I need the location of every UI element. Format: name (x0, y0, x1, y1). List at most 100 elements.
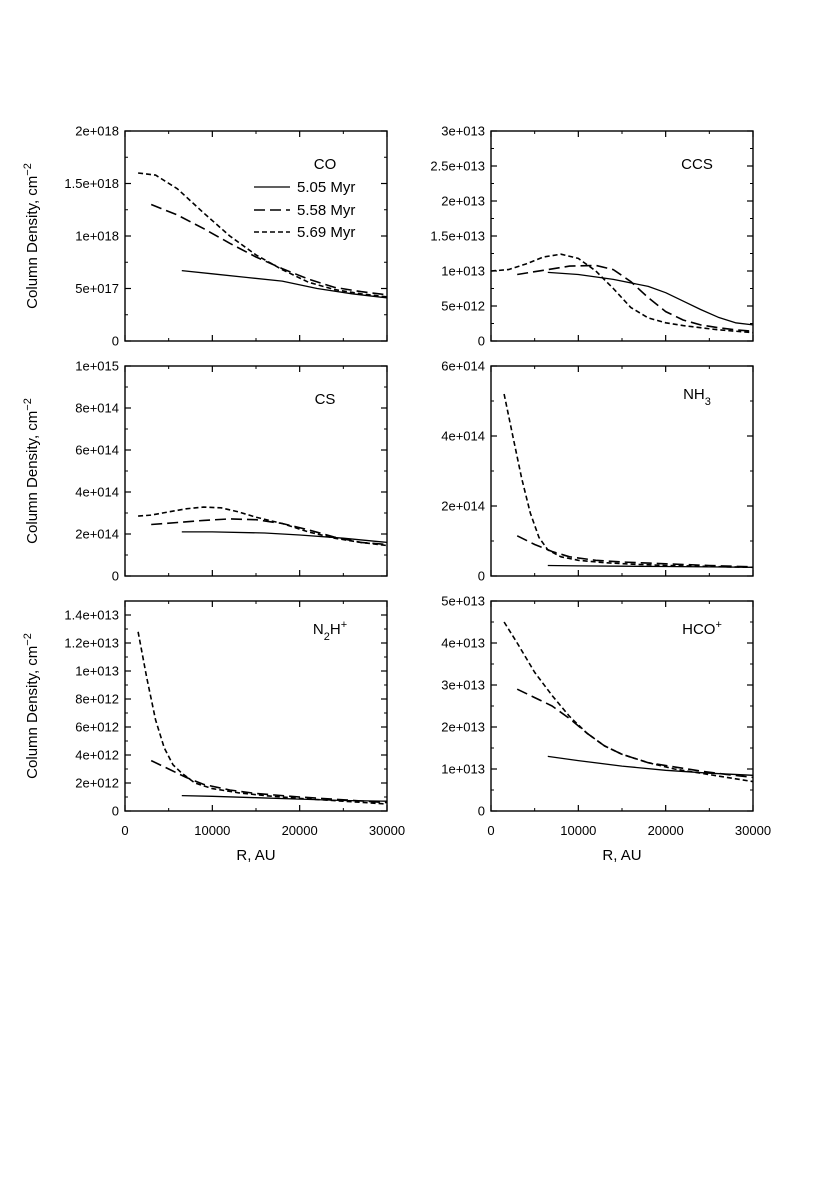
y-tick-label: 2e+018 (75, 124, 119, 139)
y-tick-label: 5e+017 (75, 281, 119, 296)
panel-title: CCS (681, 156, 713, 173)
y-tick-label: 2e+014 (75, 527, 119, 542)
panel-cs: 0 2e+014 4e+014 6e+014 8e+014 1e+015 CS (75, 359, 388, 584)
plot-frame (124, 365, 388, 577)
y-tick-label: 1.5e+013 (430, 229, 485, 244)
panel-title-part: H (330, 621, 341, 638)
series-line-5-05-myr (547, 755, 754, 776)
series-line-5-69-myr (138, 506, 388, 547)
y-axis-label-text: Column Density, cm (24, 646, 41, 779)
x-tick-label: 0 (487, 823, 494, 838)
y-axis-label-exponent: −2 (22, 398, 34, 411)
panel-title-part: CO (314, 156, 337, 173)
y-axis-label-text: Column Density, cm (24, 176, 41, 309)
x-tick-label: 10000 (194, 823, 230, 838)
plot-frame (490, 365, 754, 577)
series-line-5-58-myr (150, 759, 388, 804)
x-tick-label: 20000 (282, 823, 318, 838)
panel-co: 0 5e+017 1e+018 1.5e+018 2e+018 CO (64, 124, 388, 349)
panel-title: CO (314, 156, 337, 173)
series-line-5-58-myr (151, 518, 388, 546)
x-axis-label: R, AU (602, 847, 641, 864)
y-tick-label: 6e+014 (75, 443, 119, 458)
y-tick-label: 2e+014 (441, 499, 485, 514)
y-tick-label: 3e+013 (441, 678, 485, 693)
series-line-5-69-myr (503, 621, 754, 783)
y-axis-label: Column Density, cm−2 (22, 633, 41, 779)
series-line-5-58-myr (516, 535, 754, 568)
y-tick-label: 4e+013 (441, 636, 485, 651)
panel-title-part: + (715, 619, 721, 631)
series-line-5-05-myr (547, 271, 754, 326)
panel-n2h-: 0 2e+012 4e+012 6e+012 8e+012 1e+013 1.2e+013 1… (64, 600, 405, 838)
series-line-5-69-myr (503, 393, 754, 569)
y-tick-label: 8e+014 (75, 401, 119, 416)
y-axis-label: Column Density, cm−2 (22, 163, 41, 309)
legend-label: 5.69 Myr (297, 224, 355, 241)
series-line-5-05-myr (547, 564, 754, 568)
y-tick-label: 2e+013 (441, 194, 485, 209)
panel-title-part: CS (315, 391, 336, 408)
y-tick-label: 1e+013 (441, 762, 485, 777)
x-tick-label: 30000 (735, 823, 771, 838)
y-tick-label: 2.5e+013 (430, 159, 485, 174)
x-tick-label: 30000 (369, 823, 405, 838)
panel-title-part: 2 (324, 631, 330, 643)
panel-ccs: 0 5e+012 1e+013 1.5e+013 2e+013 2.5e+013 3e+01… (430, 124, 754, 349)
y-axis-label-exponent: −2 (22, 163, 34, 176)
y-tick-label: 4e+014 (75, 485, 119, 500)
series-line-5-05-myr (181, 531, 388, 544)
series-line-5-58-myr (516, 688, 754, 779)
panel-title: HCO+ (682, 619, 722, 638)
y-tick-label: 1e+013 (75, 664, 119, 679)
x-axis-label: R, AU (236, 847, 275, 864)
y-tick-label: 0 (112, 804, 119, 819)
legend-label: 5.05 Myr (297, 179, 355, 196)
y-tick-label: 1.4e+013 (64, 608, 119, 623)
panel-title: CS (315, 391, 336, 408)
panel-nh3: 0 2e+014 4e+014 6e+014 NH3 (441, 359, 754, 584)
panel-title-part: + (341, 619, 347, 631)
y-tick-label: 1e+018 (75, 229, 119, 244)
x-tick-label: 10000 (560, 823, 596, 838)
series-line-5-58-myr (517, 264, 754, 332)
series-line-5-69-myr (490, 253, 754, 334)
y-tick-label: 4e+014 (441, 429, 485, 444)
y-tick-label: 2e+012 (75, 776, 119, 791)
y-axis-label-exponent: −2 (22, 633, 34, 646)
legend: 5.05 Myr 5.58 Myr 5.69 Myr (254, 179, 355, 241)
y-tick-label: 1.5e+018 (64, 176, 119, 191)
y-tick-label: 4e+012 (75, 748, 119, 763)
plot-frame (490, 130, 754, 342)
y-tick-label: 2e+013 (441, 720, 485, 735)
y-tick-label: 1e+015 (75, 359, 119, 374)
panel-title-part: NH (683, 386, 705, 403)
y-tick-label: 6e+012 (75, 720, 119, 735)
y-tick-label: 0 (478, 569, 485, 584)
y-axis-label-text: Column Density, cm (24, 411, 41, 544)
y-tick-label: 8e+012 (75, 692, 119, 707)
y-tick-label: 5e+012 (441, 299, 485, 314)
x-tick-label: 20000 (648, 823, 684, 838)
y-tick-label: 3e+013 (441, 124, 485, 139)
panel-title-part: CCS (681, 156, 713, 173)
panel-hco-: 0 1e+013 2e+013 3e+013 4e+013 5e+013 0 10000 200… (441, 594, 771, 839)
y-tick-label: 5e+013 (441, 594, 485, 609)
panel-title: N2H+ (313, 619, 347, 643)
panel-title-part: N (313, 621, 324, 638)
y-tick-label: 1e+013 (441, 264, 485, 279)
y-tick-label: 6e+014 (441, 359, 485, 374)
series-line-5-69-myr (137, 631, 388, 805)
y-tick-label: 1.2e+013 (64, 636, 119, 651)
x-tick-label: 0 (121, 823, 128, 838)
y-axis-label: Column Density, cm−2 (22, 398, 41, 544)
panel-title-part: HCO (682, 621, 715, 638)
y-tick-label: 0 (478, 804, 485, 819)
series-line-5-05-myr (181, 794, 388, 802)
legend-label: 5.58 Myr (297, 202, 355, 219)
panel-title: NH3 (683, 386, 711, 408)
y-tick-label: 0 (112, 569, 119, 584)
series-line-5-05-myr (181, 269, 388, 299)
y-tick-label: 0 (112, 334, 119, 349)
